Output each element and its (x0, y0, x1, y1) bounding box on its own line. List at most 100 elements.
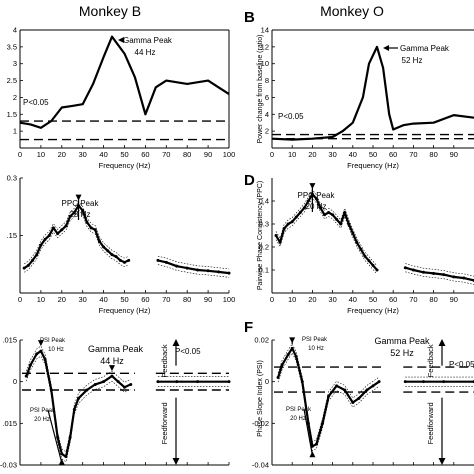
data-point (93, 382, 97, 386)
data-point (56, 232, 60, 236)
y-tick-label: 1.5 (7, 110, 17, 119)
annotation-arrow (303, 408, 313, 456)
data-point (357, 396, 361, 400)
data-point (22, 266, 26, 270)
confidence-lower (405, 271, 474, 285)
data-point (114, 255, 118, 259)
data-point (118, 258, 122, 262)
data-point (39, 243, 43, 247)
data-point (26, 263, 30, 267)
data-point (274, 234, 278, 237)
confidence-lower (277, 352, 380, 452)
annotation-label: PSI Peak (286, 407, 312, 413)
panels: 0 10 20 30 40 50 60 70 80 90 10011.522.533.54Frequ… (0, 9, 474, 470)
annotation-label: PSI Peak (30, 408, 56, 414)
data-point (403, 380, 407, 384)
data-point (35, 352, 39, 356)
chart-panel-e: .015 0 .015 -0.03 PSI Peak 10 Hz PSI Peak 20 Hz… (0, 336, 231, 470)
data-point (123, 385, 126, 389)
annotation-label: 20 Hz (306, 202, 327, 211)
data-point (196, 380, 200, 384)
x-tick-label: 10 (37, 150, 45, 159)
data-point (314, 197, 318, 201)
y-tick-label: 6 (265, 93, 269, 102)
y-tick-label: 0 (13, 377, 17, 386)
data-point (442, 273, 446, 277)
x-axis-label: Frequency (Hz) (99, 306, 151, 315)
x-tick-label: 50 (369, 295, 377, 304)
y-tick-label: 0.02 (254, 336, 269, 345)
data-point (442, 380, 446, 384)
chart-panel-a: 0 10 20 30 40 50 60 70 80 90 100 1 1.5 2 2.5 3 3.5 4 Frequ… (7, 26, 236, 171)
data-point (351, 231, 355, 235)
x-tick-label: 80 (429, 295, 437, 304)
data-point (290, 220, 294, 224)
x-tick-label: 10 (288, 150, 296, 159)
x-tick-label: 60 (389, 295, 397, 304)
y-tick-label: 0.4 (259, 197, 269, 206)
chart-panel-f: 0.02 0 -0.02 -0.04 Phase Slope Index (PSI) F P… (244, 319, 474, 470)
y-tick-label: -0.03 (0, 461, 17, 470)
confidence-upper (275, 189, 378, 267)
x-tick-label: 70 (162, 295, 170, 304)
annotation-label: Feedback (426, 344, 435, 377)
data-point (175, 380, 179, 384)
annotation-label: PPC Peak (62, 199, 100, 208)
annotation-label: P<0.05 (175, 347, 201, 356)
data-point (39, 349, 43, 353)
y-tick-label: 3 (13, 59, 17, 68)
data-point (422, 380, 425, 384)
annotation-arrowhead (383, 45, 390, 51)
data-point (306, 421, 310, 425)
x-tick-label: 20 (58, 150, 66, 159)
y-tick-label: 2.5 (7, 76, 17, 85)
data-point (298, 211, 302, 214)
series-line (19, 35, 230, 129)
x-tick-label: 90 (204, 150, 212, 159)
y-tick-label: 2 (13, 93, 17, 102)
annotation-arrow (47, 409, 63, 464)
y-tick-label: 0.3 (259, 220, 269, 229)
annotation-label: P<0.05 (23, 98, 49, 107)
x-tick-label: 80 (429, 150, 437, 159)
x-tick-label: 20 (308, 150, 316, 159)
y-tick-label: 14 (261, 26, 269, 35)
data-point (60, 228, 64, 232)
annotation-label: 20 Hz (290, 416, 306, 422)
annotation-arrowhead (309, 183, 316, 190)
series-line (157, 259, 230, 275)
data-point (359, 247, 363, 251)
x-tick-label: 10 (288, 295, 296, 304)
y-tick-label: 1 (13, 127, 17, 136)
data-point (335, 217, 339, 221)
y-tick-label: .15 (7, 231, 17, 240)
data-point (343, 388, 347, 392)
data-point (290, 346, 294, 350)
data-point (81, 209, 85, 213)
y-tick-label: .015 (2, 336, 17, 345)
x-tick-label: 0 (18, 295, 22, 304)
panel-letter: F (244, 319, 253, 336)
y-tick-label: 0.1 (259, 266, 269, 275)
data-point (314, 442, 318, 446)
x-axis-label: Frequency (Hz) (347, 161, 399, 170)
data-point (294, 355, 298, 359)
confidence-upper (157, 255, 230, 270)
data-point (363, 254, 367, 258)
y-tick-label: -0.04 (252, 461, 269, 470)
data-point (156, 258, 160, 262)
data-point (64, 224, 68, 228)
chart-panel-c: 0 10 20 30 40 50 60 70 80 90 100 .15 0.3 Frequency (H… (7, 174, 236, 316)
data-point (411, 268, 415, 272)
data-point (156, 380, 160, 384)
y-axis-label: Pairwise Phase Consistency (PPC) (257, 181, 264, 290)
data-point (375, 268, 379, 272)
data-point (43, 237, 47, 241)
data-point (97, 239, 101, 243)
data-point (93, 228, 97, 232)
data-point (206, 269, 210, 273)
data-point (85, 220, 89, 224)
annotation-label: Gamma Peak (123, 36, 173, 45)
data-point (85, 388, 89, 392)
data-point (355, 240, 359, 244)
